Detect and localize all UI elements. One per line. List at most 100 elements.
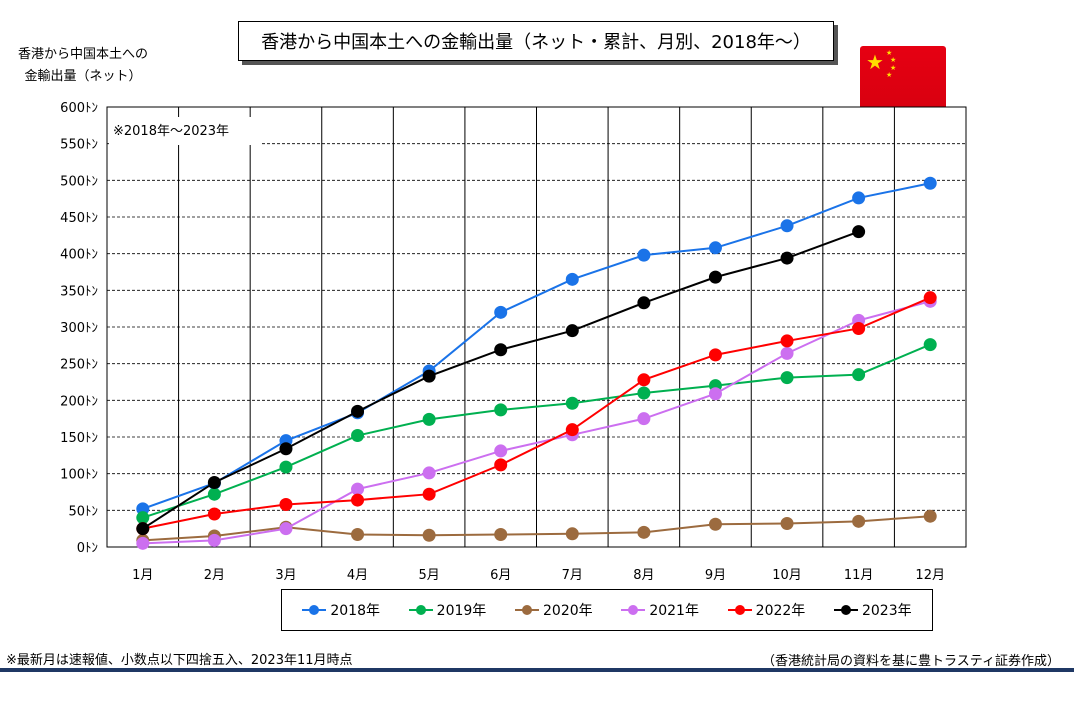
x-tick-label: 2月 bbox=[204, 568, 225, 583]
x-tick-label: 8月 bbox=[633, 568, 654, 583]
x-tick-label: 4月 bbox=[347, 568, 368, 583]
data-point bbox=[852, 321, 866, 335]
legend-marker bbox=[833, 605, 858, 615]
legend-item-6: 2023年 bbox=[833, 600, 912, 620]
data-point bbox=[351, 493, 365, 507]
data-point bbox=[637, 386, 651, 400]
legend-marker bbox=[408, 605, 433, 615]
data-point bbox=[279, 522, 293, 536]
data-point bbox=[637, 373, 651, 387]
data-point bbox=[565, 324, 579, 338]
data-point bbox=[852, 225, 866, 239]
data-point bbox=[852, 191, 866, 205]
data-point bbox=[708, 348, 722, 362]
data-point bbox=[351, 429, 365, 443]
x-tick-label: 9月 bbox=[705, 568, 726, 583]
bottom-divider bbox=[0, 668, 1074, 672]
series-line-1 bbox=[142, 182, 931, 510]
data-point bbox=[136, 536, 150, 550]
source-note: （香港統計局の資料を基に豊トラスティ証券作成） bbox=[762, 654, 1060, 669]
y-tick-label: 200ﾄﾝ bbox=[60, 394, 98, 409]
data-point bbox=[207, 487, 221, 501]
chart-legend: 2018年 2019年 2020年 2021年 2022年 2023年 bbox=[281, 589, 933, 631]
data-point bbox=[136, 511, 150, 525]
data-point bbox=[565, 396, 579, 410]
legend-label: 2023年 bbox=[861, 603, 912, 619]
data-point bbox=[422, 369, 436, 383]
y-axis-label: 香港から中国本土への 金輸出量（ネット） bbox=[8, 44, 158, 88]
y-tick-label: 450ﾄﾝ bbox=[60, 211, 98, 226]
y-tick-label: 50ﾄﾝ bbox=[68, 504, 98, 519]
data-point bbox=[351, 528, 365, 542]
y-tick-label: 350ﾄﾝ bbox=[60, 284, 98, 299]
x-tick-label: 1月 bbox=[132, 568, 153, 583]
data-point bbox=[207, 507, 221, 521]
data-point bbox=[780, 346, 794, 360]
series-line-3 bbox=[142, 515, 931, 542]
data-point bbox=[852, 514, 866, 528]
y-tick-label: 400ﾄﾝ bbox=[60, 248, 98, 263]
data-point bbox=[494, 458, 508, 472]
data-point bbox=[780, 517, 794, 531]
data-point bbox=[279, 442, 293, 456]
legend-label: 2020年 bbox=[543, 603, 593, 619]
x-tick-label: 5月 bbox=[418, 568, 439, 583]
data-point bbox=[565, 272, 579, 286]
legend-marker bbox=[727, 605, 752, 615]
legend-marker bbox=[621, 605, 646, 615]
data-point bbox=[494, 403, 508, 417]
data-point bbox=[494, 444, 508, 458]
data-point bbox=[279, 497, 293, 511]
x-tick-label: 10月 bbox=[772, 568, 802, 583]
data-point bbox=[422, 412, 436, 426]
legend-item-2: 2019年 bbox=[408, 600, 486, 620]
data-point bbox=[351, 404, 365, 418]
legend-item-4: 2021年 bbox=[621, 600, 699, 620]
y-tick-label: 600ﾄﾝ bbox=[60, 101, 98, 116]
period-note: ※2018年～2023年 bbox=[113, 124, 229, 139]
data-point bbox=[780, 371, 794, 385]
data-point bbox=[780, 251, 794, 265]
data-point bbox=[494, 305, 508, 319]
data-point bbox=[351, 482, 365, 496]
data-point bbox=[780, 219, 794, 233]
series-line-5 bbox=[142, 296, 931, 530]
legend-marker bbox=[302, 605, 327, 615]
data-point bbox=[422, 466, 436, 480]
x-tick-label: 7月 bbox=[562, 568, 583, 583]
data-point bbox=[637, 248, 651, 262]
legend-item-5: 2022年 bbox=[727, 600, 806, 620]
legend-label: 2018年 bbox=[330, 603, 380, 619]
data-point bbox=[923, 338, 937, 352]
legend-label: 2022年 bbox=[755, 603, 806, 619]
data-point bbox=[780, 334, 794, 348]
data-point bbox=[637, 296, 651, 310]
y-tick-label: 0ﾄﾝ bbox=[77, 541, 98, 556]
data-point bbox=[923, 291, 937, 305]
x-tick-label: 11月 bbox=[844, 568, 874, 583]
data-point bbox=[207, 475, 221, 489]
y-axis-label-line2: 金輸出量（ネット） bbox=[24, 69, 142, 84]
data-point bbox=[923, 176, 937, 190]
data-point bbox=[494, 343, 508, 357]
footnote: ※最新月は速報値、小数点以下四捨五入、2023年11月時点 bbox=[6, 653, 353, 668]
data-point bbox=[637, 412, 651, 426]
chart-title: 香港から中国本土への金輸出量（ネット・累計、月別、2018年～） bbox=[238, 21, 834, 61]
series-line-2 bbox=[142, 343, 931, 519]
x-tick-label: 6月 bbox=[490, 568, 511, 583]
data-point bbox=[708, 517, 722, 531]
data-point bbox=[136, 522, 150, 536]
y-tick-label: 500ﾄﾝ bbox=[60, 174, 98, 189]
x-tick-label: 3月 bbox=[275, 568, 296, 583]
china-flag-icon: ★ ★ ★ ★ ★ bbox=[860, 46, 946, 110]
y-tick-label: 550ﾄﾝ bbox=[60, 138, 98, 153]
period-note-background bbox=[109, 117, 261, 145]
data-point bbox=[708, 241, 722, 255]
data-point bbox=[422, 487, 436, 501]
series-line-4 bbox=[142, 300, 931, 545]
data-point bbox=[708, 270, 722, 284]
data-point bbox=[852, 368, 866, 382]
data-point bbox=[565, 423, 579, 437]
y-tick-label: 250ﾄﾝ bbox=[60, 358, 98, 373]
